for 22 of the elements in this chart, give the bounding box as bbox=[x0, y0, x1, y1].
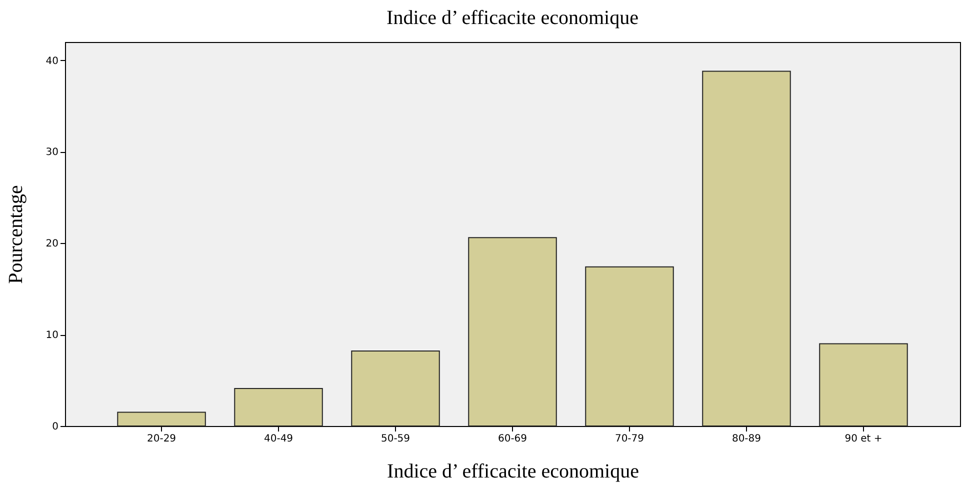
x-tick-label: 60-69 bbox=[498, 434, 528, 444]
x-tick-label: 80-89 bbox=[732, 434, 762, 444]
x-tick-label: 40-49 bbox=[264, 434, 294, 444]
bar bbox=[585, 266, 674, 426]
bar bbox=[117, 412, 206, 426]
x-tick-label: 50-59 bbox=[380, 434, 410, 444]
bar bbox=[351, 350, 440, 426]
bar bbox=[234, 388, 323, 426]
y-tick-label: 40 bbox=[46, 56, 58, 67]
bar bbox=[468, 237, 557, 426]
y-tick-label: 0 bbox=[52, 422, 58, 432]
x-axis-title: Indice d’ efficacite economique bbox=[387, 460, 640, 482]
x-tick-label: 70-79 bbox=[614, 434, 644, 444]
bar bbox=[702, 70, 791, 426]
y-tick-label: 10 bbox=[46, 330, 58, 342]
x-tick-label: 90 et + bbox=[844, 434, 882, 444]
x-tick-label: 20-29 bbox=[146, 434, 176, 444]
bar bbox=[819, 343, 908, 426]
chart-title: Indice d’ efficacite economique bbox=[386, 7, 639, 29]
y-tick-label: 30 bbox=[46, 147, 58, 158]
y-tick-label: 20 bbox=[46, 238, 58, 250]
y-axis-title: Pourcentage bbox=[4, 184, 27, 284]
